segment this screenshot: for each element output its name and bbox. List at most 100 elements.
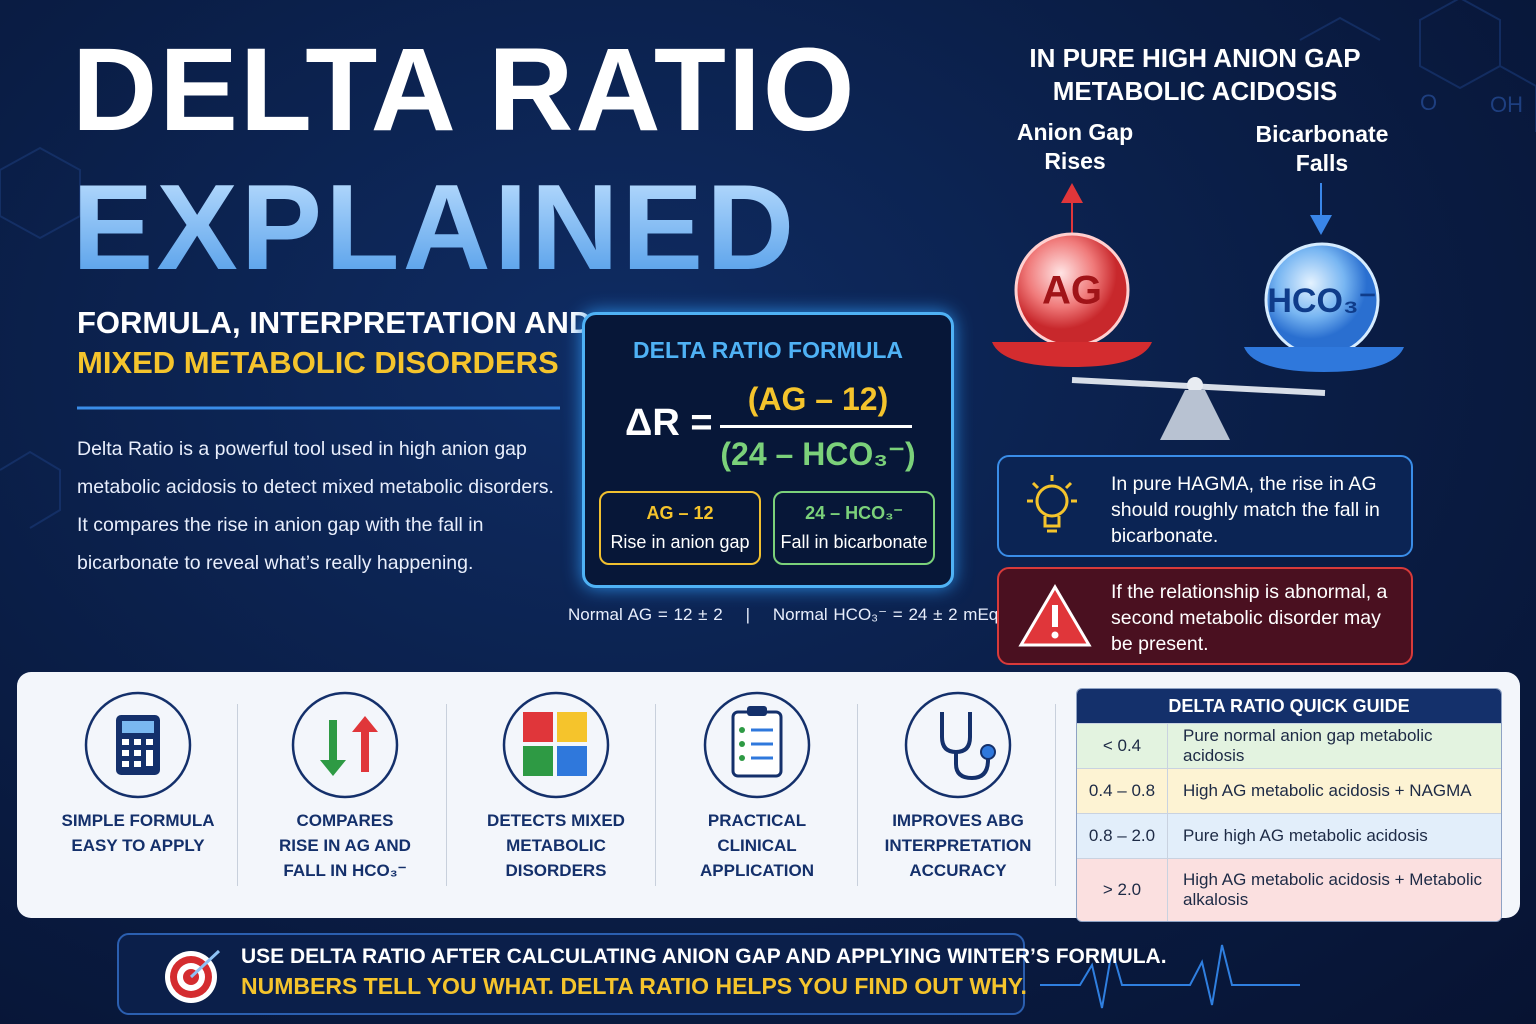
decoration [0, 0, 1536, 529]
separator [237, 704, 238, 886]
ag-symbol: AG [1042, 269, 1102, 313]
guide-row: 0.8 – 2.0 Pure high AG metabolic acidosis [1077, 813, 1501, 858]
bg-label: OH [1490, 92, 1523, 117]
separator: | [745, 605, 750, 624]
decoration [751, 728, 773, 760]
guide-range: 0.4 – 0.8 [1077, 769, 1168, 813]
formula-box: DELTA RATIO FORMULA ΔR = (AG – 12) (24 –… [582, 312, 954, 588]
decoration [134, 750, 141, 756]
decoration [146, 739, 153, 745]
guide-meaning: High AG metabolic acidosis + NAGMA [1183, 781, 1472, 800]
quick-guide: DELTA RATIO QUICK GUIDE < 0.4 Pure normal… [1076, 688, 1502, 922]
feature-panel: SIMPLE FORMULA EASY TO APPLY COMPARES RI… [17, 672, 1520, 922]
normal-value: Normal HCO₃⁻ = 24 ± 2 mEq/L [772, 605, 1013, 624]
decoration [739, 727, 745, 733]
formula-term: AG – 12 Rise in anion gap [599, 491, 761, 565]
guide-title: DELTA RATIO QUICK GUIDE [1077, 689, 1501, 723]
decoration [739, 727, 745, 761]
decoration [1244, 347, 1404, 372]
subtitle: FORMULA, INTERPRETATION AND [77, 305, 592, 340]
feature-label: PRACTICAL CLINICAL APPLICATION [700, 811, 814, 880]
note: If the relationship is abnormal, a secon… [997, 567, 1413, 665]
decoration [134, 739, 141, 745]
decoration [703, 691, 811, 799]
note-text: If the relationship is abnormal, a secon… [1111, 581, 1388, 655]
note: In pure HAGMA, the rise in AG should rou… [997, 455, 1413, 557]
bg-label: O [1420, 90, 1437, 115]
subtitle: MIXED METABOLIC DISORDERS [77, 345, 559, 380]
decoration [122, 739, 153, 767]
decoration [84, 691, 1012, 799]
term-label: AG – 12 [646, 503, 714, 523]
guide-meaning: Pure high AG metabolic acidosis [1183, 826, 1428, 845]
decoration [122, 750, 129, 756]
footer-line: NUMBERS TELL YOU WHAT. DELTA RATIO HELPS… [241, 973, 1027, 999]
title: EXPLAINED [72, 159, 798, 295]
denominator: (24 – HCO₃⁻) [720, 436, 916, 472]
feature-label: SIMPLE FORMULA EASY TO APPLY [61, 811, 215, 855]
decoration [0, 146, 81, 240]
decoration [134, 761, 141, 767]
feature-label: IMPROVES ABG INTERPRETATION ACCURACY [884, 811, 1032, 880]
footer: USE DELTA RATIO AFTER CALCULATING ANION … [117, 933, 1167, 1015]
decoration [502, 691, 610, 799]
normals: Normal AG = 12 ± 2 | Normal HCO₃⁻ = 24 ±… [568, 605, 1012, 625]
decoration [523, 746, 553, 776]
formula-lhs: ΔR = [625, 402, 713, 444]
decoration [122, 761, 129, 767]
caption: Anion Gap Rises [990, 118, 1160, 176]
decoration [122, 739, 129, 745]
term-caption: Fall in bicarbonate [780, 532, 928, 552]
guide-meaning: Pure normal anion gap metabolic acidosis [1183, 726, 1433, 765]
decoration [980, 744, 996, 760]
decoration [352, 716, 378, 772]
guide-range: 0.8 – 2.0 [1077, 814, 1168, 858]
formula-term: 24 – HCO₃⁻ Fall in bicarbonate [773, 491, 935, 565]
target-icon [165, 949, 221, 1003]
feature-label: COMPARES RISE IN AG AND FALL IN HCO₃⁻ [279, 811, 411, 880]
decoration [320, 720, 346, 776]
guide-meaning: High AG metabolic acidosis + Metabolic a… [1183, 870, 1483, 909]
caption: Bicarbonate Falls [1237, 120, 1407, 178]
note-text: In pure HAGMA, the rise in AG should rou… [1111, 473, 1380, 547]
fraction-bar [720, 425, 912, 428]
guide-rows: < 0.4 Pure normal anion gap metabolic aci… [1077, 723, 1501, 921]
decoration [904, 691, 1012, 799]
guide-range: > 2.0 [1077, 859, 1168, 921]
decoration [1035, 484, 1069, 518]
decoration [1043, 516, 1061, 533]
separator [1055, 704, 1056, 886]
decoration [739, 755, 745, 761]
scale-title: IN PURE HIGH ANION GAP METABOLIC ACIDOSIS [995, 42, 1395, 108]
caption-line: Rises [1044, 148, 1106, 174]
decoration [146, 750, 153, 766]
decoration [747, 706, 767, 716]
guide-range: < 0.4 [1077, 724, 1168, 768]
decoration [1160, 390, 1230, 440]
caption-line: Anion Gap [1016, 119, 1134, 145]
decoration [1061, 183, 1083, 233]
caption-line: Falls [1295, 150, 1349, 176]
decoration [84, 691, 192, 799]
term-label: 24 – HCO₃⁻ [805, 503, 903, 523]
separator [446, 704, 447, 886]
decoration [1499, 65, 1536, 132]
title: DELTA RATIO [72, 24, 857, 156]
decoration [992, 342, 1152, 367]
decoration [1027, 475, 1077, 533]
balance-scale: AG HCO₃⁻ [992, 183, 1404, 440]
decoration [189, 949, 221, 979]
numerator: (AG – 12) [747, 381, 889, 417]
bulb-icon [1027, 475, 1077, 533]
separator [655, 704, 656, 886]
footer-line: USE DELTA RATIO AFTER CALCULATING ANION … [241, 945, 1167, 968]
guide-row: 0.4 – 0.8 High AG metabolic acidosis + NA… [1077, 768, 1501, 813]
decoration [739, 741, 745, 747]
decoration [1051, 631, 1059, 639]
normal-value: Normal AG = 12 ± 2 [568, 605, 723, 624]
feature-label: DETECTS MIXED METABOLIC DISORDERS [487, 811, 625, 880]
intro-text: Delta Ratio is a powerful tool used in h… [77, 438, 554, 574]
decoration [0, 450, 61, 529]
